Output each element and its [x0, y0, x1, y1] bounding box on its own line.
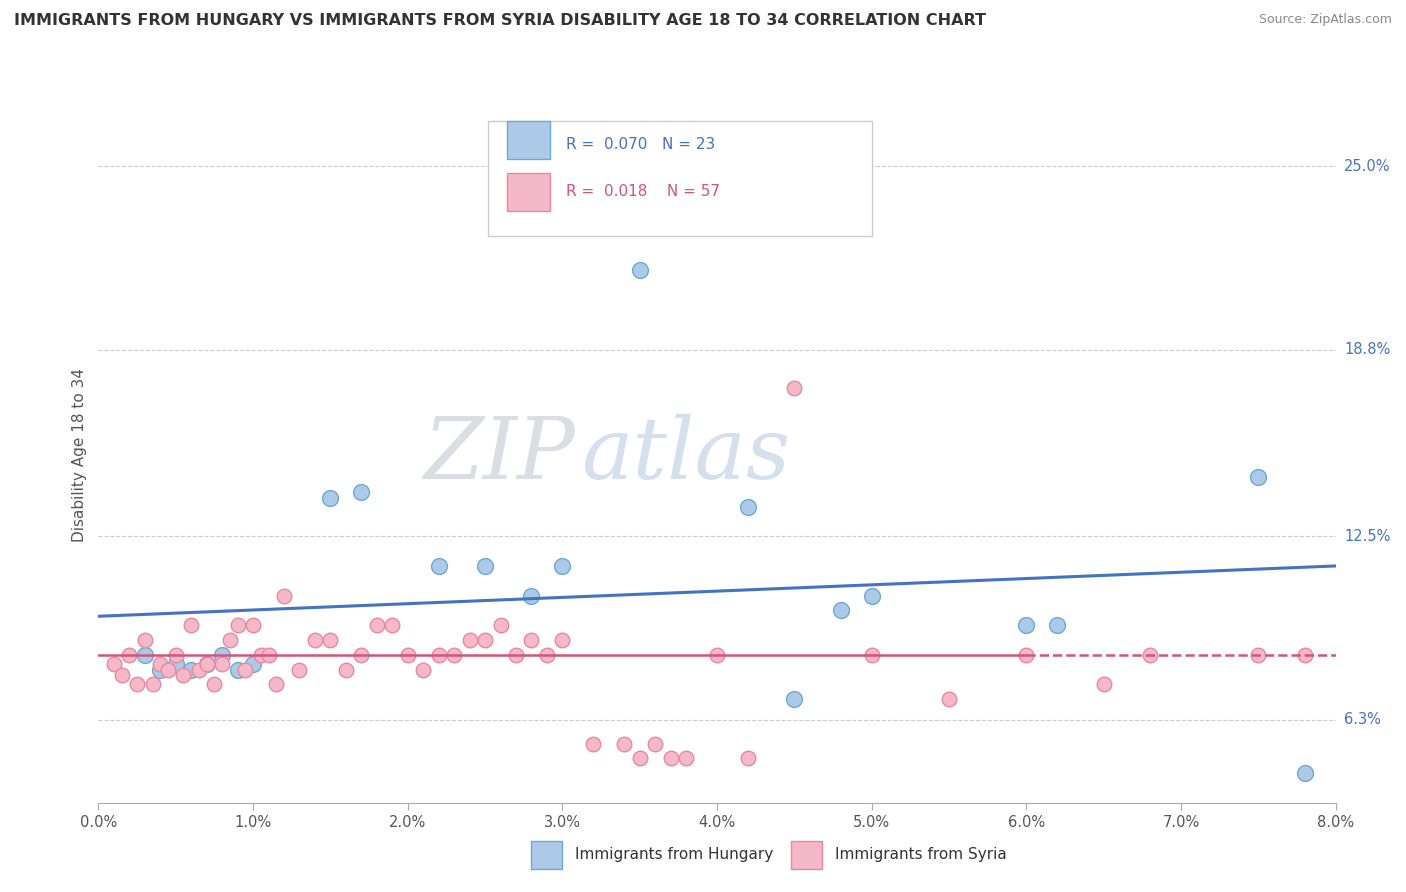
Point — [111, 668, 132, 682]
Point — [860, 589, 883, 603]
Point — [458, 632, 481, 647]
Point — [1247, 648, 1270, 662]
Point — [536, 648, 558, 662]
Point — [149, 663, 172, 677]
Point — [134, 632, 156, 647]
Point — [250, 648, 273, 662]
Text: ZIP: ZIP — [423, 414, 575, 496]
Point — [350, 484, 373, 499]
Text: R =  0.018    N = 57: R = 0.018 N = 57 — [567, 184, 720, 199]
Point — [489, 618, 512, 632]
Point — [474, 632, 496, 647]
Point — [860, 648, 883, 662]
Text: atlas: atlas — [581, 414, 790, 496]
Point — [180, 663, 202, 677]
Point — [938, 692, 960, 706]
FancyBboxPatch shape — [506, 173, 550, 211]
Point — [412, 663, 434, 677]
Point — [319, 491, 342, 505]
Point — [628, 751, 651, 765]
Point — [226, 663, 249, 677]
Point — [195, 657, 218, 671]
Point — [350, 648, 373, 662]
Point — [1247, 470, 1270, 484]
FancyBboxPatch shape — [531, 841, 562, 869]
Point — [257, 648, 280, 662]
Point — [783, 692, 806, 706]
Text: R =  0.070   N = 23: R = 0.070 N = 23 — [567, 137, 716, 152]
Point — [204, 677, 226, 691]
Point — [505, 648, 527, 662]
Text: Source: ZipAtlas.com: Source: ZipAtlas.com — [1258, 13, 1392, 27]
Point — [366, 618, 388, 632]
Point — [737, 500, 759, 514]
Point — [644, 737, 666, 751]
Point — [675, 751, 697, 765]
Point — [335, 663, 357, 677]
Point — [1015, 648, 1038, 662]
Point — [582, 737, 605, 751]
Point — [1294, 766, 1316, 780]
Point — [551, 558, 574, 573]
Point — [1294, 648, 1316, 662]
Point — [165, 657, 187, 671]
Point — [659, 751, 682, 765]
FancyBboxPatch shape — [488, 121, 872, 235]
Point — [264, 677, 288, 691]
Point — [273, 589, 295, 603]
Point — [1092, 677, 1115, 691]
Point — [474, 558, 496, 573]
Point — [180, 618, 202, 632]
FancyBboxPatch shape — [792, 841, 823, 869]
Point — [219, 632, 242, 647]
Point — [242, 618, 264, 632]
Point — [165, 648, 187, 662]
Point — [443, 648, 465, 662]
Text: 12.5%: 12.5% — [1344, 529, 1391, 544]
Point — [520, 589, 543, 603]
FancyBboxPatch shape — [506, 121, 550, 159]
Point — [195, 657, 218, 671]
Point — [1139, 648, 1161, 662]
Point — [427, 558, 450, 573]
Point — [157, 663, 180, 677]
Point — [211, 648, 233, 662]
Point — [127, 677, 149, 691]
Point — [118, 648, 141, 662]
Y-axis label: Disability Age 18 to 34: Disability Age 18 to 34 — [72, 368, 87, 542]
Point — [149, 657, 172, 671]
Point — [172, 668, 194, 682]
Point — [242, 657, 264, 671]
Point — [520, 632, 543, 647]
Point — [1015, 618, 1038, 632]
Point — [288, 663, 311, 677]
Point — [427, 648, 450, 662]
Point — [783, 381, 806, 395]
Point — [706, 648, 728, 662]
Text: 25.0%: 25.0% — [1344, 159, 1391, 174]
Point — [188, 663, 211, 677]
Point — [226, 618, 249, 632]
Point — [1046, 618, 1069, 632]
Text: Immigrants from Syria: Immigrants from Syria — [835, 847, 1007, 863]
Point — [304, 632, 326, 647]
Point — [134, 648, 156, 662]
Point — [211, 657, 233, 671]
Point — [396, 648, 419, 662]
Text: 6.3%: 6.3% — [1344, 713, 1381, 727]
Point — [381, 618, 404, 632]
Point — [103, 657, 125, 671]
Point — [628, 263, 651, 277]
Point — [551, 632, 574, 647]
Text: Immigrants from Hungary: Immigrants from Hungary — [575, 847, 773, 863]
Point — [613, 737, 636, 751]
Point — [233, 663, 257, 677]
Point — [319, 632, 342, 647]
Point — [737, 751, 759, 765]
Text: IMMIGRANTS FROM HUNGARY VS IMMIGRANTS FROM SYRIA DISABILITY AGE 18 TO 34 CORRELA: IMMIGRANTS FROM HUNGARY VS IMMIGRANTS FR… — [14, 13, 986, 29]
Point — [830, 603, 852, 617]
Text: 18.8%: 18.8% — [1344, 343, 1391, 358]
Point — [141, 677, 165, 691]
